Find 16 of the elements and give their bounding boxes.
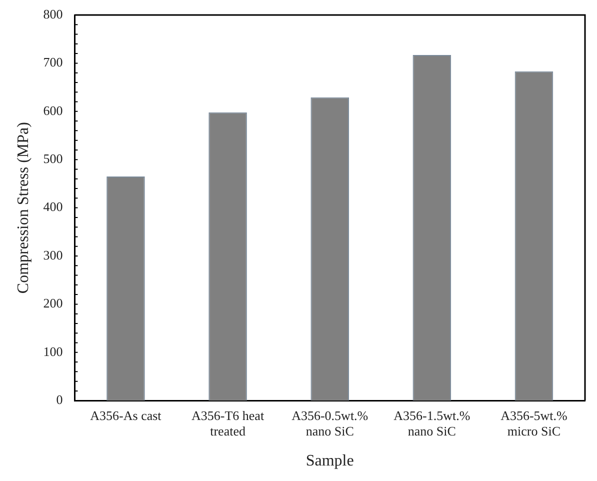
x-tick-label: A356-T6 heat treated [192,408,264,438]
x-tick-label: A356-As cast [90,408,162,423]
y-tick-label: 700 [43,54,63,70]
x-axis-title: Sample [306,452,354,470]
y-tick-label: 500 [43,151,63,166]
x-tick-label: A356-0.5wt.% nano SiC [292,408,368,438]
y-tick-label: 200 [43,296,63,311]
y-tick-label: 300 [43,247,63,262]
y-tick-label: 0 [56,392,63,408]
x-tick-label: A356-5wt.% micro SiC [500,408,568,438]
y-tick-label: 100 [43,344,63,359]
y-axis-title: Compression Stress (MPa) [14,122,32,294]
y-tick-label: 800 [43,6,63,22]
x-tick-label: A356-1.5wt.% nano SiC [394,408,470,438]
y-tick-label: 400 [43,199,63,214]
y-tick-label: 600 [43,102,63,118]
